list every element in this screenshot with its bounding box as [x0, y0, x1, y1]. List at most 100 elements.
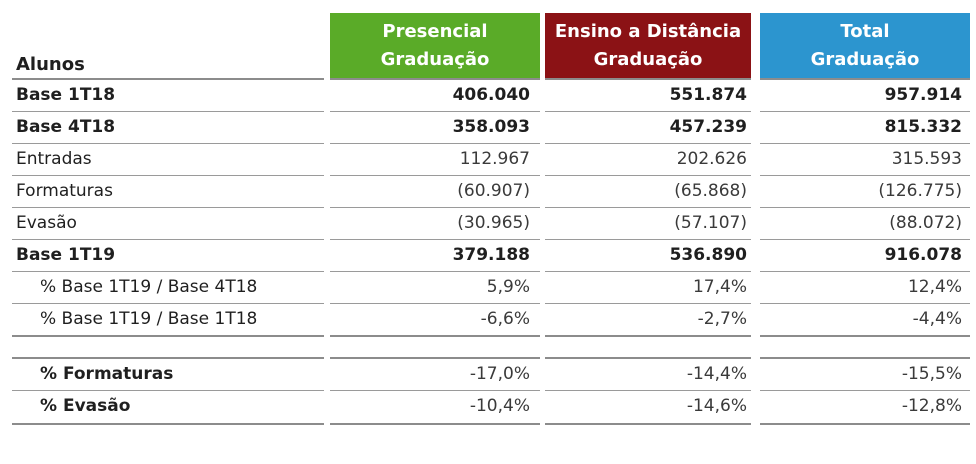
cell-presencial: 358.093 — [452, 117, 530, 137]
row-label: Entradas — [16, 149, 92, 169]
row-rule — [330, 239, 540, 240]
row-rule — [330, 271, 540, 272]
header-total-line2: Graduação — [810, 49, 920, 70]
cell-ead: 202.626 — [676, 149, 747, 169]
row-label: Base 4T18 — [16, 117, 116, 137]
cell-presencial: -6,6% — [480, 309, 530, 329]
table-row: Base 1T18 406.040 551.874 957.914 — [0, 80, 976, 112]
row-rule — [12, 143, 324, 144]
row-label: Evasão — [16, 213, 77, 233]
header-ead-line1: Ensino a Distância — [554, 21, 742, 42]
section-rule — [12, 335, 324, 337]
row-rule — [330, 143, 540, 144]
header-ead: Ensino a Distância Graduação — [545, 13, 751, 79]
cell-ead: 17,4% — [692, 277, 747, 297]
cell-presencial: 5,9% — [486, 277, 530, 297]
table-row: % Formaturas -17,0% -14,4% -15,5% — [0, 359, 976, 391]
row-label: % Base 1T19 / Base 4T18 — [40, 277, 258, 297]
row-rule — [545, 390, 751, 391]
header-presencial-line2: Graduação — [380, 49, 490, 70]
row-rule — [330, 207, 540, 208]
row-label: Base 1T18 — [16, 85, 116, 105]
row-rule — [760, 111, 970, 112]
bottom-rule — [760, 423, 970, 425]
row-rule — [760, 207, 970, 208]
row-label: Formaturas — [16, 181, 113, 201]
cell-presencial: 379.188 — [452, 245, 530, 265]
header-ead-line2: Graduação — [593, 49, 703, 70]
row-rule — [12, 111, 324, 112]
table-row: % Base 1T19 / Base 1T18 -6,6% -2,7% -4,4… — [0, 304, 976, 336]
section-rule — [760, 357, 970, 359]
header-rule — [12, 78, 324, 80]
row-rule — [760, 175, 970, 176]
cell-presencial: 406.040 — [452, 85, 530, 105]
row-rule — [12, 239, 324, 240]
table-row: % Base 1T19 / Base 4T18 5,9% 17,4% 12,4% — [0, 272, 976, 304]
row-label: Base 1T19 — [16, 245, 116, 265]
table-row: Formaturas (60.907) (65.868) (126.775) — [0, 176, 976, 208]
row-rule — [545, 143, 751, 144]
cell-total: 12,4% — [907, 277, 962, 297]
row-rule — [12, 207, 324, 208]
cell-ead: -14,6% — [686, 396, 747, 416]
cell-total: -4,4% — [912, 309, 962, 329]
row-label: % Base 1T19 / Base 1T18 — [40, 309, 258, 329]
row-header-label: Alunos — [16, 54, 85, 75]
row-rule — [330, 175, 540, 176]
cell-presencial: (60.907) — [457, 181, 530, 201]
row-rule — [760, 303, 970, 304]
cell-total: -12,8% — [901, 396, 962, 416]
header-total-line1: Total — [840, 21, 890, 42]
cell-total: 916.078 — [884, 245, 962, 265]
bottom-rule — [545, 423, 751, 425]
cell-total: (126.775) — [878, 181, 962, 201]
row-rule — [760, 390, 970, 391]
row-rule — [545, 239, 751, 240]
table-row: Base 4T18 358.093 457.239 815.332 — [0, 112, 976, 144]
row-rule — [545, 111, 751, 112]
section-rule — [545, 357, 751, 359]
row-rule — [760, 239, 970, 240]
row-rule — [545, 175, 751, 176]
row-rule — [760, 271, 970, 272]
row-label: % Formaturas — [40, 364, 174, 384]
table-row: Base 1T19 379.188 536.890 916.078 — [0, 240, 976, 272]
cell-ead: (57.107) — [674, 213, 747, 233]
row-rule — [545, 207, 751, 208]
bottom-rule — [12, 423, 324, 425]
row-rule — [330, 111, 540, 112]
section-rule — [760, 335, 970, 337]
row-rule — [12, 390, 324, 391]
section-rule — [330, 357, 540, 359]
header-presencial: Presencial Graduação — [330, 13, 540, 79]
row-rule — [545, 271, 751, 272]
cell-ead: 457.239 — [669, 117, 747, 137]
row-rule — [545, 303, 751, 304]
row-rule — [330, 390, 540, 391]
table-row: Evasão (30.965) (57.107) (88.072) — [0, 208, 976, 240]
cell-ead: (65.868) — [674, 181, 747, 201]
header-rule — [330, 78, 540, 80]
table-row: Entradas 112.967 202.626 315.593 — [0, 144, 976, 176]
cell-presencial: 112.967 — [459, 149, 530, 169]
header-presencial-line1: Presencial — [382, 21, 488, 42]
section-rule — [330, 335, 540, 337]
header-rule — [545, 78, 751, 80]
bottom-rule — [330, 423, 540, 425]
row-rule — [12, 271, 324, 272]
cell-total: (88.072) — [889, 213, 962, 233]
row-rule — [760, 143, 970, 144]
row-label: % Evasão — [40, 396, 131, 416]
cell-presencial: (30.965) — [457, 213, 530, 233]
table-row: % Evasão -10,4% -14,6% -12,8% — [0, 391, 976, 423]
header-rule — [760, 78, 970, 80]
section-rule — [545, 335, 751, 337]
header-total: Total Graduação — [760, 13, 970, 79]
cell-presencial: -10,4% — [469, 396, 530, 416]
cell-total: 815.332 — [884, 117, 962, 137]
cell-presencial: -17,0% — [469, 364, 530, 384]
row-rule — [12, 175, 324, 176]
cell-total: 315.593 — [891, 149, 962, 169]
